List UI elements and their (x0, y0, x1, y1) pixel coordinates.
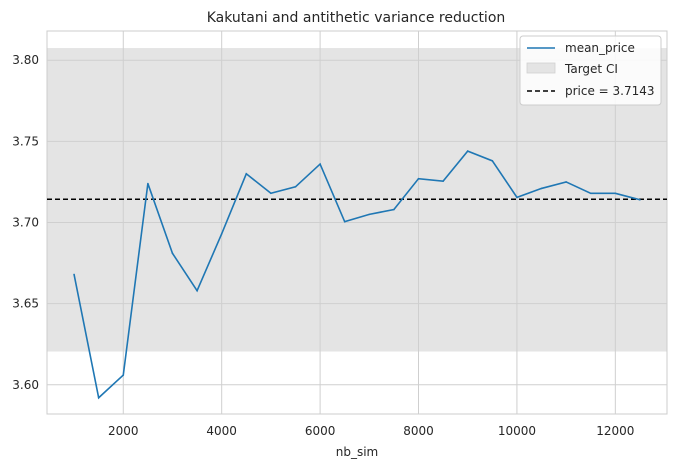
data-point (368, 213, 371, 216)
data-point (466, 150, 469, 152)
x-tick-label: 4000 (206, 424, 237, 438)
y-tick-label: 3.75 (12, 134, 39, 148)
data-point (220, 233, 223, 235)
y-tick-label: 3.80 (12, 53, 39, 67)
data-point (491, 160, 494, 162)
data-point (245, 173, 248, 175)
data-point (147, 182, 149, 185)
data-point (516, 196, 518, 199)
mean-price-line (73, 150, 641, 400)
data-points (73, 150, 641, 399)
data-point (171, 252, 174, 255)
legend-reference-label: price = 3.7143 (565, 84, 655, 98)
data-point (417, 177, 420, 180)
data-point (639, 198, 641, 201)
legend: mean_price Target CI price = 3.7143 (519, 35, 662, 106)
y-tick-label: 3.60 (12, 378, 39, 392)
legend-target-ci-label: Target CI (564, 62, 618, 76)
legend-box (519, 35, 662, 106)
data-point (122, 374, 125, 376)
data-point (73, 273, 75, 276)
legend-target-ci-swatch (526, 62, 556, 74)
data-point (614, 192, 617, 195)
data-point (97, 396, 100, 399)
data-point (589, 192, 592, 195)
y-axis-ticks: 3.60 3.65 3.70 3.75 3.80 (12, 53, 39, 392)
data-point (540, 187, 543, 190)
legend-mean-price-label: mean_price (565, 41, 635, 55)
x-tick-label: 6000 (305, 424, 336, 438)
x-axis-ticks: 2000 4000 6000 8000 10000 12000 (108, 424, 634, 438)
y-tick-label: 3.65 (12, 297, 39, 311)
data-point (565, 181, 567, 183)
data-point (270, 192, 272, 195)
x-tick-label: 8000 (403, 424, 434, 438)
x-axis-label: nb_sim (336, 445, 379, 459)
x-tick-label: 2000 (108, 424, 139, 438)
data-point (442, 180, 444, 182)
x-tick-label: 10000 (498, 424, 536, 438)
data-point (196, 289, 198, 292)
chart-title: Kakutani and antithetic variance reducti… (207, 10, 506, 26)
x-tick-label: 12000 (596, 424, 634, 438)
data-point (343, 220, 346, 223)
data-point (294, 185, 297, 188)
y-tick-label: 3.70 (12, 216, 39, 230)
data-point (319, 163, 321, 165)
data-point (393, 208, 395, 211)
